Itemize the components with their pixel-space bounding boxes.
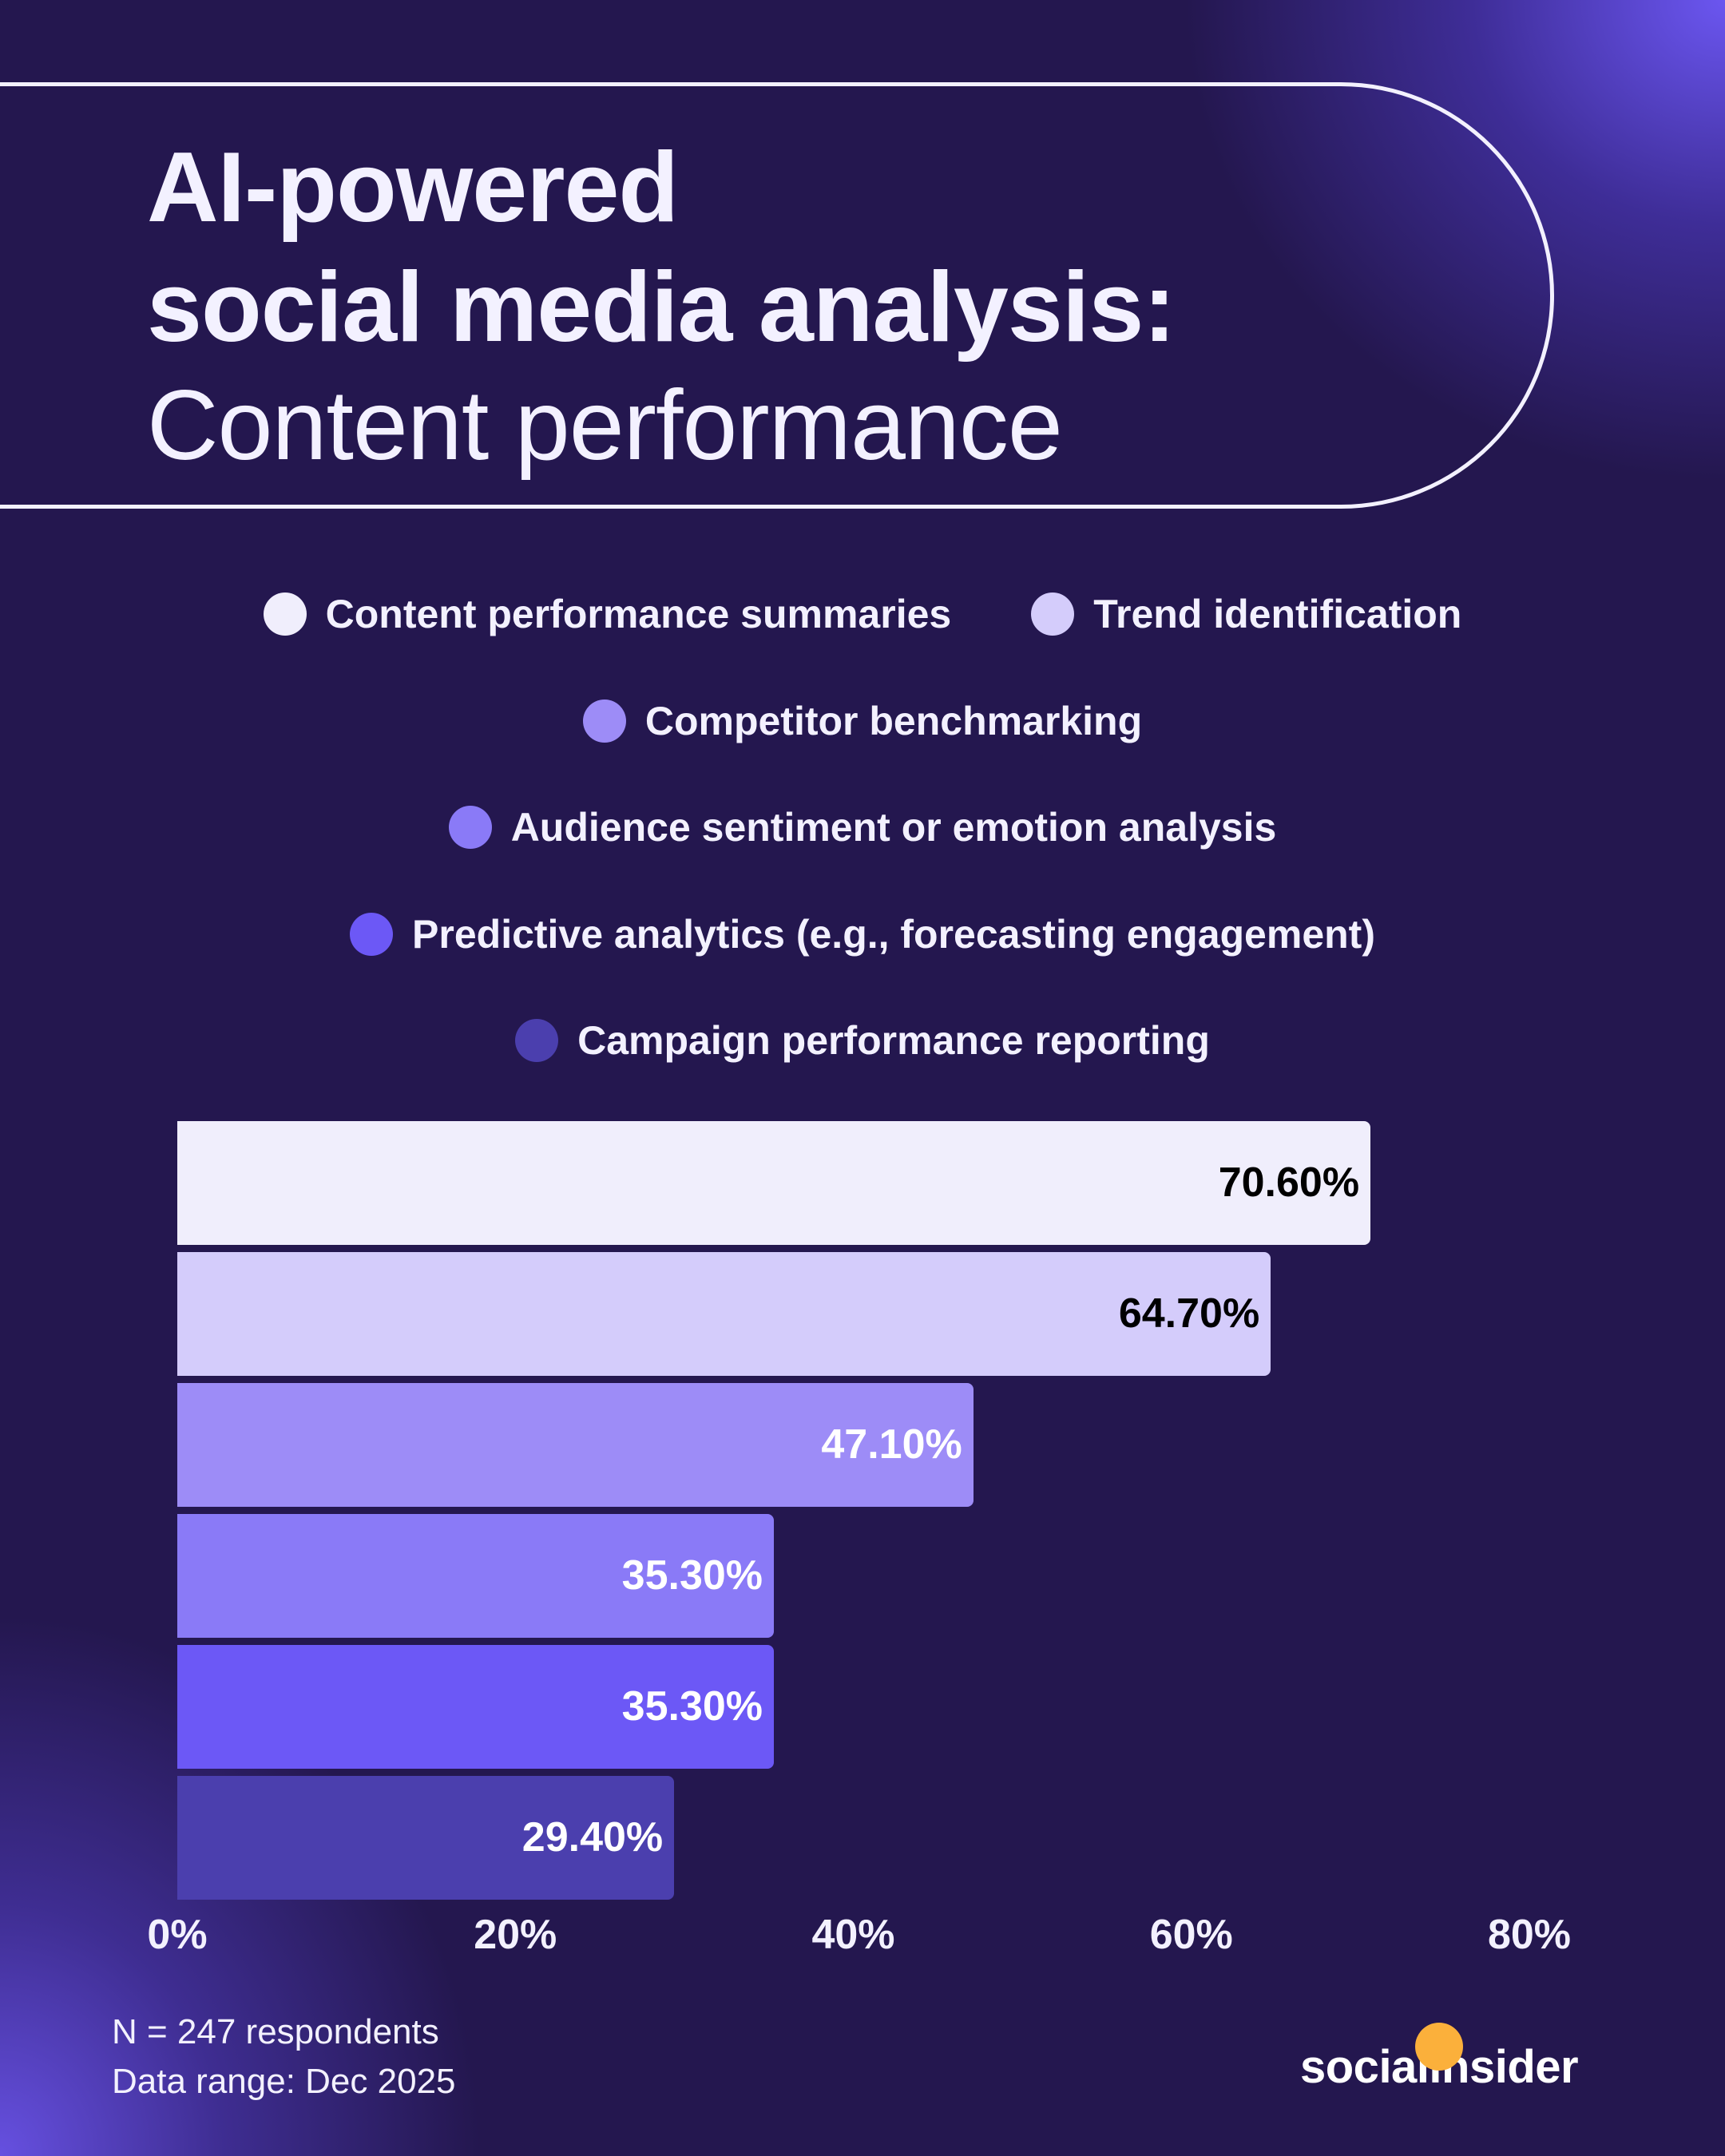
logo-dot-icon: [1415, 2023, 1463, 2071]
legend-item: Campaign performance reporting: [515, 1017, 1210, 1064]
x-tick-label: 0%: [147, 1912, 208, 1958]
bar: [177, 1514, 775, 1638]
bar: [177, 1383, 974, 1507]
legend-row: Content performance summaries Trend ident…: [0, 591, 1725, 637]
bar: [177, 1776, 675, 1900]
legend-label: Campaign performance reporting: [577, 1018, 1210, 1063]
legend-item: Competitor benchmarking: [582, 698, 1143, 744]
legend-row: Predictive analytics (e.g., forecasting …: [0, 911, 1725, 957]
legend-dot-icon: [350, 913, 394, 956]
legend-item: Content performance summaries: [263, 591, 952, 637]
sample-size: N = 247 respondents: [112, 2012, 439, 2051]
bar-value-label: 29.40%: [521, 1814, 664, 1861]
bar-value-label: 47.10%: [821, 1421, 962, 1468]
data-range: Data range: Dec 2025: [112, 2062, 456, 2101]
legend-item: Predictive analytics (e.g., forecasting …: [350, 911, 1375, 957]
title-line-1: AI-powered: [147, 133, 679, 243]
legend-row: Competitor benchmarking: [0, 698, 1725, 744]
legend-dot-icon: [515, 1019, 559, 1062]
x-tick-label: 80%: [1487, 1912, 1572, 1958]
title-line-2: social media analysis:: [147, 252, 1176, 363]
bar-value-label: 70.60%: [1218, 1159, 1360, 1206]
legend-dot-icon: [582, 700, 626, 743]
x-tick-label: 40%: [811, 1912, 895, 1958]
header-frame: [0, 82, 1554, 509]
legend-dot-icon: [1031, 593, 1075, 636]
bar: [177, 1252, 1271, 1376]
bar-value-label: 64.70%: [1118, 1290, 1260, 1337]
legend-label: Predictive analytics (e.g., forecasting …: [412, 912, 1375, 957]
subtitle: Content performance: [147, 371, 1063, 481]
bar-value-label: 35.30%: [621, 1683, 763, 1730]
bar: [177, 1121, 1371, 1245]
x-tick-label: 20%: [474, 1912, 557, 1958]
bar: [177, 1645, 775, 1769]
legend-label: Audience sentiment or emotion analysis: [510, 805, 1277, 850]
x-tick-label: 60%: [1149, 1912, 1233, 1958]
legend-label: Content performance summaries: [325, 592, 952, 636]
bar-value-label: 35.30%: [621, 1552, 763, 1599]
legend-dot-icon: [448, 806, 492, 849]
legend-dot-icon: [263, 593, 307, 636]
legend-label: Trend identification: [1093, 592, 1462, 636]
legend-label: Competitor benchmarking: [644, 699, 1143, 743]
legend-row: Audience sentiment or emotion analysis: [0, 804, 1725, 850]
legend-item: Trend identification: [1031, 591, 1461, 637]
legend-row: Campaign performance reporting: [0, 1017, 1725, 1064]
legend-item: Audience sentiment or emotion analysis: [448, 804, 1277, 850]
